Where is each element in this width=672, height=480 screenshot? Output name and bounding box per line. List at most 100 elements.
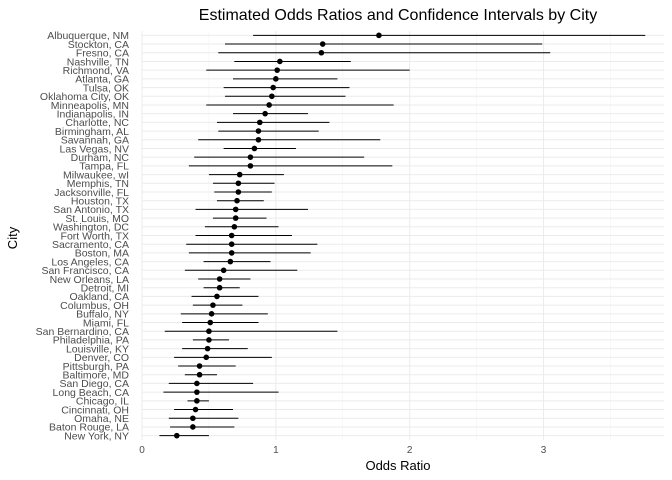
- y-tick-label: Los Angeles, CA: [51, 256, 129, 268]
- odds-ratio-point: [210, 302, 216, 308]
- y-tick-label: New Orleans, LA: [50, 274, 129, 286]
- odds-ratio-point: [232, 215, 239, 221]
- x-tick-labels: 0 1 2 3: [139, 445, 547, 456]
- odds-ratio-point: [228, 241, 235, 248]
- y-tick-label: Tulsa, OK: [83, 82, 129, 94]
- odds-ratio-point: [235, 180, 242, 187]
- odds-ratio-point: [194, 398, 200, 404]
- y-tick-label: Buffalo, NY: [76, 309, 129, 321]
- odds-ratio-point: [196, 371, 203, 378]
- x-axis-title: Odds Ratio: [365, 458, 430, 473]
- odds-ratio-points: [174, 32, 382, 439]
- x-tick-label: 0: [139, 445, 145, 456]
- odds-ratio-point: [255, 128, 262, 134]
- odds-ratio-point: [228, 250, 235, 256]
- y-tick-label: New York, NY: [64, 430, 129, 442]
- y-tick-label: Birmingham, AL: [55, 126, 129, 138]
- y-tick-label: Washington, DC: [53, 222, 129, 234]
- odds-ratio-point: [376, 32, 382, 39]
- odds-ratio-point: [247, 154, 254, 160]
- odds-ratio-point: [207, 319, 214, 326]
- y-tick-label: Houston, TX: [71, 195, 129, 207]
- chart-title: Estimated Odds Ratios and Confidence Int…: [199, 7, 597, 24]
- y-tick-label: Baton Rouge, LA: [49, 422, 129, 434]
- odds-ratio-point: [234, 197, 240, 204]
- y-tick-label: San Diego, CA: [60, 378, 129, 390]
- odds-ratio-point: [236, 171, 243, 178]
- y-tick-label: San Antonio, TX: [53, 204, 129, 216]
- odds-ratio-point: [255, 136, 262, 143]
- odds-ratio-point: [206, 337, 212, 343]
- odds-ratio-point: [216, 284, 223, 291]
- y-tick-label: Albuquerque, NM: [47, 30, 129, 42]
- odds-ratio-point: [251, 145, 258, 152]
- y-tick-label: Charlotte, NC: [65, 117, 129, 129]
- odds-ratio-point: [231, 223, 238, 230]
- odds-ratio-point: [228, 232, 235, 239]
- odds-ratio-point: [206, 328, 212, 335]
- odds-ratio-point: [214, 293, 220, 300]
- y-tick-label: San Francisco, CA: [41, 265, 129, 277]
- odds-ratio-point: [216, 276, 223, 282]
- odds-ratio-point: [194, 380, 200, 387]
- confidence-intervals: [159, 34, 646, 437]
- y-tick-label: Stockton, CA: [68, 39, 129, 51]
- odds-ratio-point: [318, 49, 325, 56]
- y-tick-label: Denver, CO: [74, 352, 129, 364]
- y-tick-label: Baltimore, MD: [62, 370, 129, 382]
- odds-ratio-point: [190, 415, 196, 422]
- y-tick-label: Sacramento, CA: [52, 239, 129, 251]
- y-tick-label: Jacksonville, FL: [54, 187, 129, 199]
- odds-ratio-point: [190, 424, 196, 430]
- y-tick-label: Philadelphia, PA: [53, 335, 129, 347]
- y-tick-label: Oklahoma City, OK: [40, 91, 129, 103]
- odds-ratio-point: [192, 406, 199, 413]
- y-tick-label: Boston, MA: [75, 248, 129, 260]
- odds-ratio-point: [174, 432, 180, 439]
- odds-ratio-point: [220, 267, 227, 274]
- y-tick-label: Oakland, CA: [69, 291, 129, 303]
- y-tick-label: Cincinnati, OH: [61, 404, 129, 416]
- odds-ratio-point: [194, 389, 200, 395]
- y-tick-label: Las Vegas, NV: [60, 143, 129, 155]
- odds-ratio-point: [232, 206, 239, 213]
- y-tick-label: Louisville, KY: [66, 343, 129, 355]
- y-tick-label: Nashville, TN: [67, 56, 129, 68]
- odds-ratio-point: [227, 258, 234, 265]
- y-tick-label: Richmond, VA: [63, 65, 129, 77]
- x-tick-label: 3: [541, 445, 547, 456]
- odds-ratio-point: [266, 102, 272, 108]
- y-tick-label: Atlanta, GA: [75, 74, 129, 86]
- y-tick-label: Minneapolis, MN: [51, 100, 129, 112]
- odds-ratio-point: [247, 163, 254, 169]
- y-tick-label: Durham, NC: [71, 152, 130, 164]
- odds-ratio-point: [274, 67, 280, 73]
- odds-ratio-point: [203, 354, 210, 361]
- y-tick-label: Chicago, IL: [76, 396, 129, 408]
- odds-ratio-point: [277, 58, 283, 65]
- y-tick-label: Memphis, TN: [67, 178, 129, 190]
- y-tick-label: Pittsburgh, PA: [63, 361, 129, 373]
- y-tick-label: Tampa, FL: [79, 161, 129, 173]
- odds-ratio-point: [235, 189, 242, 195]
- y-tick-label: St. Louis, MO: [65, 213, 129, 225]
- y-tick-label: Miami, FL: [83, 317, 129, 329]
- x-tick-label: 2: [407, 445, 413, 456]
- odds-ratio-point: [273, 76, 279, 82]
- y-tick-label: Long Beach, CA: [53, 387, 129, 399]
- odds-ratio-point: [196, 363, 203, 369]
- y-tick-label: Columbus, OH: [60, 300, 129, 312]
- y-tick-label: Detroit, MI: [81, 283, 129, 295]
- y-tick-label: Omaha, NE: [74, 413, 129, 425]
- y-axis-title: City: [5, 226, 20, 249]
- odds-ratio-point: [269, 93, 275, 100]
- y-tick-label: Indianapolis, IN: [57, 108, 129, 120]
- odds-ratio-point: [270, 84, 276, 91]
- odds-ratio-point: [319, 41, 326, 47]
- odds-ratio-point: [256, 119, 263, 126]
- y-tick-label: Savannah, GA: [61, 135, 129, 147]
- y-tick-label: Milwaukee, wI: [63, 169, 129, 181]
- odds-ratio-point: [262, 110, 268, 117]
